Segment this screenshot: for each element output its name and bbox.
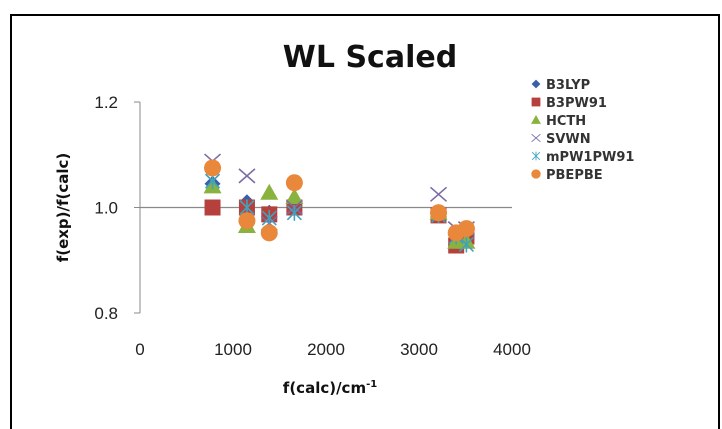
legend-item: HCTH bbox=[531, 114, 586, 129]
data-point bbox=[457, 220, 475, 238]
legend-marker bbox=[531, 151, 541, 161]
legend-marker bbox=[531, 169, 541, 179]
data-point bbox=[260, 183, 279, 200]
legend-marker bbox=[531, 79, 541, 89]
x-tick-label: 0 bbox=[135, 340, 144, 359]
legend-label: SVWN bbox=[546, 132, 591, 147]
data-point bbox=[260, 224, 278, 242]
x-axis-label-superscript: -1 bbox=[366, 379, 377, 390]
data-point bbox=[285, 187, 304, 204]
data-point bbox=[238, 212, 256, 230]
legend-label: B3PW91 bbox=[546, 96, 607, 111]
legend-marker bbox=[531, 97, 541, 107]
x-tick-label: 4000 bbox=[493, 340, 531, 359]
x-axis-ticks: 0 1000 2000 3000 4000 bbox=[135, 340, 531, 359]
legend-item: B3LYP bbox=[531, 78, 590, 93]
legend-label: mPW1PW91 bbox=[546, 150, 634, 165]
y-axis-label: f(exp)/f(calc) bbox=[54, 153, 72, 263]
x-axis-label-main: f(calc)/cm bbox=[283, 379, 366, 397]
y-tick-label: 1.0 bbox=[94, 199, 118, 218]
x-tick-label: 3000 bbox=[400, 340, 438, 359]
data-point bbox=[204, 159, 222, 177]
y-tick-label: 1.2 bbox=[94, 93, 118, 112]
x-axis-label: f(calc)/cm-1 bbox=[283, 379, 377, 397]
data-point bbox=[430, 204, 448, 222]
data-point bbox=[204, 199, 221, 216]
legend-item: B3PW91 bbox=[531, 96, 607, 111]
chart-title: WL Scaled bbox=[283, 40, 457, 75]
plot-area bbox=[139, 102, 512, 313]
legend: B3LYP B3PW91 HCTH SVWN mPW1PW91 PBEPBE bbox=[531, 78, 634, 183]
x-tick-label: 1000 bbox=[214, 340, 252, 359]
data-markers bbox=[203, 153, 476, 254]
legend-marker bbox=[531, 115, 541, 124]
data-point bbox=[286, 204, 302, 221]
data-point bbox=[458, 236, 474, 253]
data-point bbox=[430, 186, 448, 202]
legend-item: SVWN bbox=[531, 132, 591, 147]
data-point bbox=[238, 168, 256, 184]
legend-label: HCTH bbox=[546, 114, 586, 129]
legend-item: mPW1PW91 bbox=[531, 150, 634, 165]
y-axis-ticks: 0.8 1.0 1.2 bbox=[94, 93, 140, 323]
y-tick-label: 0.8 bbox=[94, 304, 118, 323]
x-tick-label: 2000 bbox=[307, 340, 345, 359]
legend-label: PBEPBE bbox=[546, 168, 603, 183]
data-point bbox=[285, 174, 303, 192]
chart-frame bbox=[10, 14, 720, 429]
legend-item: PBEPBE bbox=[531, 168, 603, 183]
legend-label: B3LYP bbox=[546, 78, 590, 93]
legend-marker bbox=[531, 133, 541, 143]
series-pbepbe bbox=[204, 159, 475, 242]
data-point bbox=[261, 210, 277, 227]
